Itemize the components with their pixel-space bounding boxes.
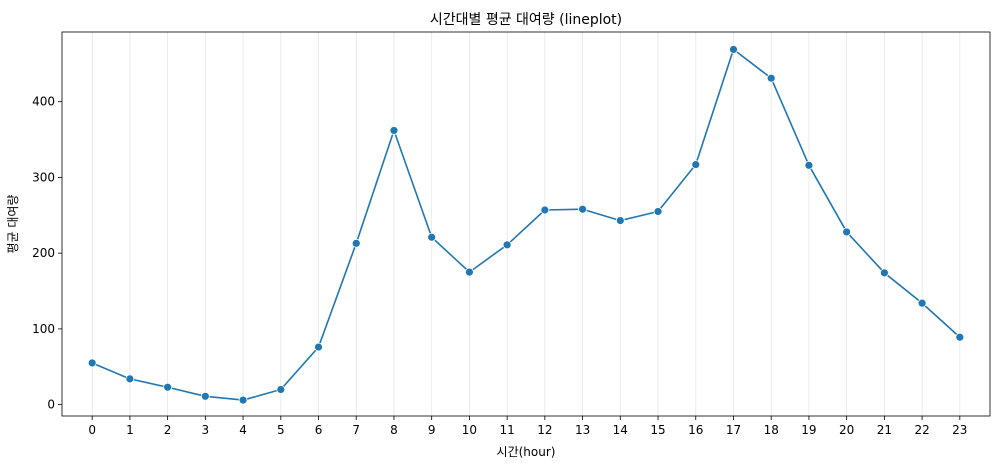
data-point: [917, 298, 927, 308]
x-tick-label: 17: [726, 423, 741, 437]
x-tick-label: 3: [202, 423, 210, 437]
data-point: [691, 160, 701, 169]
data-point: [578, 204, 587, 214]
data-point: [955, 332, 965, 342]
grid-lines: [91, 32, 961, 416]
x-tick-label: 14: [613, 423, 628, 437]
x-tick-label: 5: [277, 423, 285, 437]
x-tick-label: 10: [462, 423, 477, 437]
data-point: [502, 240, 512, 250]
data-point: [389, 126, 399, 135]
series-group: [87, 45, 965, 405]
x-axis-ticks: 0 1 2 3 4 5 6 7 8 9 10 11 12 13 14 15 16 17 18 19 20 21 22 23: [88, 416, 967, 437]
x-axis-title: 시간(hour): [497, 445, 556, 459]
data-point: [276, 385, 286, 394]
x-tick-label: 7: [352, 423, 360, 437]
x-tick-label: 19: [801, 423, 816, 437]
data-point: [427, 232, 437, 242]
y-tick-label: 300: [32, 170, 55, 184]
series-line: [91, 48, 961, 401]
data-point: [729, 45, 738, 54]
data-point: [351, 238, 361, 248]
data-point: [465, 267, 474, 277]
x-tick-label: 1: [126, 423, 134, 437]
x-tick-label: 21: [877, 423, 892, 437]
x-tick-label: 23: [952, 423, 967, 437]
x-tick-label: 16: [688, 423, 703, 437]
data-point: [238, 395, 248, 405]
data-point: [804, 160, 814, 170]
x-tick-label: 20: [839, 423, 854, 437]
plot-frame: [61, 31, 991, 417]
data-point: [314, 342, 323, 352]
data-point: [879, 268, 889, 278]
x-tick-label: 22: [914, 423, 929, 437]
y-tick-label: 100: [32, 322, 55, 336]
data-point: [200, 391, 210, 401]
x-tick-label: 6: [315, 423, 323, 437]
data-point: [766, 73, 776, 83]
y-axis-title: 평균 대여량: [6, 194, 20, 253]
data-point: [125, 374, 135, 384]
data-point: [615, 216, 625, 225]
x-tick-label: 11: [499, 423, 514, 437]
x-tick-label: 13: [575, 423, 590, 437]
data-point: [163, 382, 173, 392]
y-tick-label: 400: [32, 95, 55, 109]
x-tick-label: 0: [88, 423, 96, 437]
y-tick-label: 200: [32, 246, 55, 260]
x-tick-label: 15: [650, 423, 665, 437]
x-tick-label: 8: [390, 423, 398, 437]
x-tick-label: 12: [537, 423, 552, 437]
y-axis-ticks: 0 100 200 300 400: [32, 95, 62, 412]
y-tick-label: 0: [47, 398, 55, 412]
x-tick-label: 9: [428, 423, 436, 437]
x-tick-label: 4: [239, 423, 247, 437]
data-point: [842, 227, 852, 237]
chart-title: 시간대별 평균 대여량 (lineplot): [430, 12, 622, 28]
data-point: [653, 207, 663, 216]
data-point: [540, 205, 550, 215]
data-point: [87, 358, 97, 368]
x-tick-label: 2: [164, 423, 172, 437]
x-tick-label: 18: [764, 423, 779, 437]
